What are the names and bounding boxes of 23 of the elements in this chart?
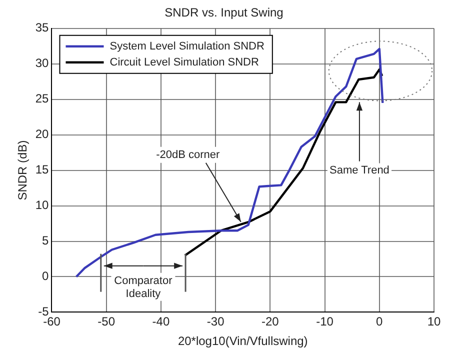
annotation: Same Trend — [330, 164, 390, 176]
x-tick-label: -10 — [316, 314, 334, 329]
y-axis-title: SNDR (dB) — [16, 140, 30, 200]
legend-label: Circuit Level Simulation SNDR — [110, 56, 259, 68]
x-tick-label: 10 — [427, 314, 441, 329]
legend-label: System Level Simulation SNDR — [110, 40, 264, 52]
y-tick-label: 5 — [42, 234, 50, 248]
y-tick-label: 20 — [35, 127, 50, 142]
y-tick-label: 15 — [35, 162, 50, 177]
x-tick-label: 0 — [376, 314, 384, 329]
x-axis-title: 20*log10(Vin/Vfullswing) — [178, 334, 308, 348]
x-tick-label: -20 — [262, 314, 280, 329]
y-tick-label: 25 — [35, 92, 50, 106]
annotation: Comparator Ideality — [114, 274, 173, 300]
x-tick-label: -30 — [206, 314, 225, 329]
chart-title: SNDR vs. Input Swing — [164, 6, 284, 20]
x-tick-label: -50 — [98, 314, 116, 329]
y-tick-label: 35 — [35, 20, 50, 35]
annotation: -20dB corner — [156, 148, 220, 161]
y-tick-label: 0 — [42, 269, 50, 284]
y-tick-label: 30 — [35, 56, 50, 70]
x-tick-label: -40 — [152, 314, 170, 329]
y-tick-label: 10 — [35, 198, 50, 212]
